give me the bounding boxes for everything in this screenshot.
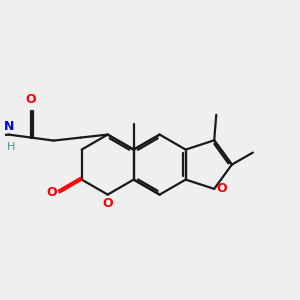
Text: O: O [216,182,227,195]
Text: O: O [26,93,36,106]
Text: N: N [3,120,14,133]
Text: O: O [102,197,113,210]
Text: O: O [46,186,57,199]
Text: H: H [7,142,15,152]
